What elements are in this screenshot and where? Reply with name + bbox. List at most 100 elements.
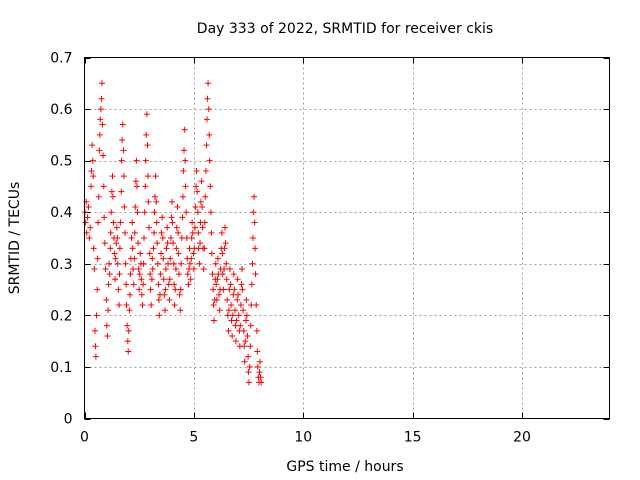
data-point <box>123 281 130 288</box>
data-point <box>153 219 160 226</box>
data-point <box>123 302 130 309</box>
data-points <box>81 80 265 386</box>
data-point <box>147 286 154 293</box>
y-tick-label: 0.3 <box>50 257 72 273</box>
data-point <box>113 240 120 247</box>
data-point <box>205 80 212 87</box>
data-point <box>238 281 245 288</box>
data-point <box>127 291 133 298</box>
data-point <box>246 379 252 386</box>
data-point <box>193 167 200 174</box>
data-point <box>223 260 230 267</box>
x-tick-labels: 0 5 10 15 20 <box>80 430 531 446</box>
data-point <box>169 198 175 205</box>
data-point <box>254 363 261 370</box>
data-point <box>167 235 174 241</box>
data-point <box>198 178 205 185</box>
data-point <box>175 250 182 257</box>
data-point <box>112 276 119 283</box>
data-point <box>213 296 220 303</box>
data-point <box>140 281 147 288</box>
y-axis-label: SRMTID / TECUs <box>7 182 23 295</box>
data-point <box>237 322 244 329</box>
data-point <box>167 255 174 262</box>
data-point <box>208 250 215 257</box>
data-point <box>181 147 188 154</box>
data-point <box>206 157 213 164</box>
data-point <box>104 332 111 339</box>
data-point <box>121 229 128 236</box>
data-point <box>171 281 178 288</box>
data-point <box>82 219 89 226</box>
data-point <box>159 214 166 221</box>
data-point <box>206 131 213 138</box>
data-point <box>207 209 214 216</box>
data-point <box>194 188 201 195</box>
data-point <box>141 235 147 241</box>
data-point <box>119 121 126 128</box>
data-point <box>171 302 178 309</box>
data-point <box>155 296 162 303</box>
data-point <box>112 255 119 262</box>
data-point <box>188 235 195 241</box>
x-tick-label: 0 <box>80 430 89 446</box>
data-point <box>207 183 214 190</box>
data-point <box>127 271 134 278</box>
data-point <box>196 260 203 267</box>
data-point <box>251 193 258 200</box>
plot-frame <box>84 57 610 419</box>
data-point <box>144 142 151 149</box>
data-point <box>161 291 168 298</box>
data-point <box>251 219 258 226</box>
y-tick-label: 0.2 <box>50 308 72 324</box>
data-point <box>111 250 118 257</box>
data-point <box>199 224 206 231</box>
data-point <box>114 235 121 241</box>
data-point <box>193 183 200 190</box>
y-tick-label: 0.6 <box>50 102 72 118</box>
data-point <box>90 173 97 180</box>
data-point <box>202 193 209 200</box>
data-point <box>237 302 244 309</box>
data-point <box>178 235 185 241</box>
data-point <box>229 312 236 319</box>
data-point <box>221 245 228 252</box>
data-point <box>178 260 185 267</box>
data-point <box>120 173 127 180</box>
data-point <box>219 271 226 278</box>
data-point <box>228 302 235 309</box>
data-point <box>103 296 110 303</box>
data-point <box>97 106 104 113</box>
data-point <box>162 265 169 272</box>
data-point <box>157 271 164 278</box>
data-point <box>214 276 221 283</box>
data-point <box>169 219 176 226</box>
data-point <box>89 157 96 164</box>
data-point <box>257 374 264 381</box>
data-point <box>176 291 183 298</box>
data-point <box>209 271 216 278</box>
data-point <box>241 358 248 365</box>
data-point <box>143 111 150 118</box>
data-point <box>158 229 165 236</box>
data-point <box>156 312 163 319</box>
data-point <box>149 255 156 262</box>
data-point <box>88 167 95 174</box>
data-point <box>105 307 112 314</box>
data-point <box>218 229 225 236</box>
data-point <box>234 296 241 303</box>
data-point <box>226 286 233 293</box>
data-point <box>220 286 227 293</box>
data-point <box>120 147 127 154</box>
data-point <box>201 245 208 252</box>
data-point <box>126 307 133 314</box>
data-point <box>108 188 115 195</box>
data-point <box>151 229 158 236</box>
data-point <box>184 271 191 278</box>
x-axis-label: GPS time / hours <box>286 459 403 475</box>
data-point <box>84 214 91 221</box>
data-point <box>245 353 252 360</box>
data-point <box>247 343 254 350</box>
data-point <box>113 224 120 231</box>
